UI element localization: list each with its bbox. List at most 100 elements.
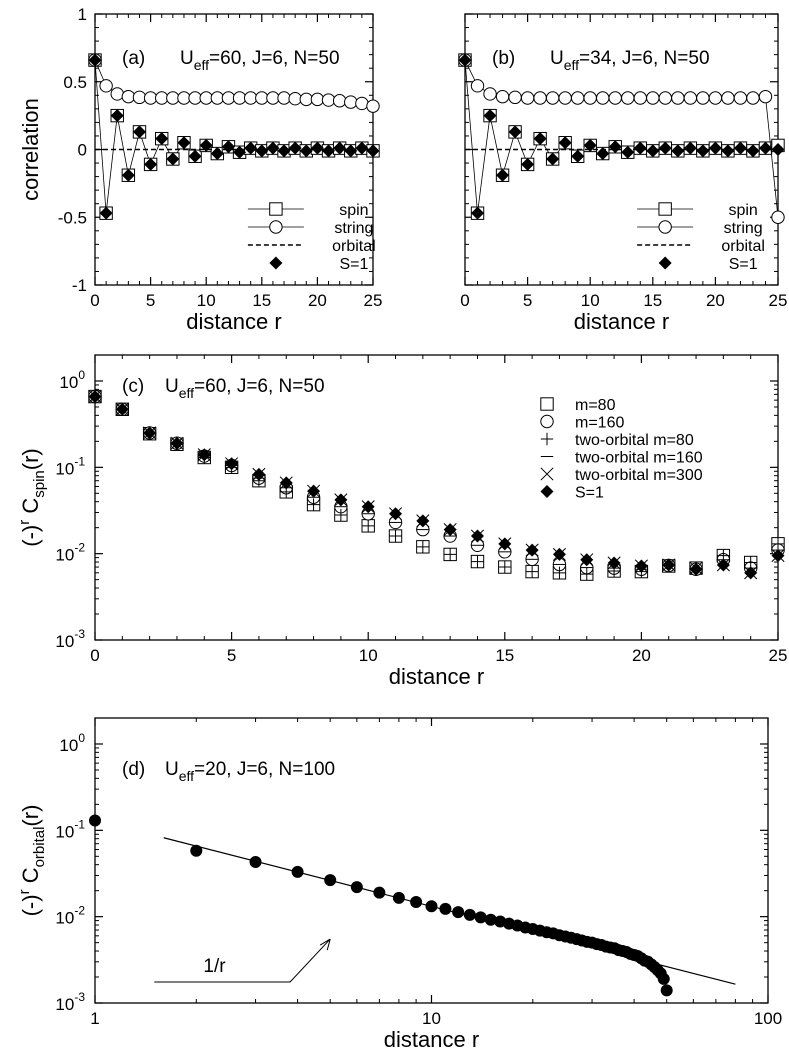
- data-point: [758, 141, 772, 155]
- data-point: [758, 89, 773, 104]
- data-point: [190, 844, 203, 857]
- data-point: [471, 555, 484, 568]
- data-point: [657, 972, 670, 985]
- data-point: [410, 895, 423, 908]
- legend-marker: [540, 397, 554, 411]
- data-point: [607, 556, 621, 570]
- data-point: [484, 913, 497, 926]
- data-point: [99, 206, 113, 220]
- data-point: [733, 91, 748, 105]
- data-point: [771, 210, 785, 224]
- legend-label: m=160: [575, 415, 624, 432]
- data-point: [232, 91, 247, 105]
- data-point: [443, 548, 457, 561]
- y-axis-label: (-)r Cspin(r): [16, 448, 48, 547]
- panel-params: Ueff=60, J=6, N=50: [165, 376, 325, 401]
- y-tick-label: 10-3: [55, 627, 85, 651]
- data-point: [132, 90, 147, 105]
- data-point: [110, 87, 124, 101]
- data-point: [558, 136, 572, 150]
- legend-label: S=1: [729, 256, 758, 273]
- data-point: [177, 136, 191, 150]
- data-point: [660, 984, 673, 997]
- x-tick-label: 100: [754, 1009, 782, 1028]
- legend-label: spin: [339, 202, 368, 219]
- data-point: [583, 138, 597, 152]
- data-point: [277, 144, 291, 158]
- legend-marker: [540, 414, 554, 429]
- legend-label: S=1: [339, 256, 368, 273]
- series-two-orbital-m-300: [88, 390, 785, 580]
- data-point: [596, 91, 610, 105]
- data-point: [545, 91, 560, 105]
- x-tick-label: 25: [364, 291, 383, 310]
- data-point: [143, 426, 157, 440]
- data-point: [771, 537, 785, 551]
- data-point: [658, 91, 673, 105]
- data-point: [744, 566, 758, 580]
- legend-marker: [540, 467, 554, 481]
- data-point: [307, 484, 321, 498]
- data-point: [392, 891, 405, 904]
- y-tick-label: 10-2: [55, 904, 85, 928]
- legend-marker: [269, 256, 283, 270]
- legend-marker: [658, 220, 672, 234]
- data-point: [155, 91, 169, 105]
- data-point: [608, 140, 622, 154]
- x-tick-label: 20: [632, 646, 651, 665]
- x-tick-label: 10: [422, 1009, 441, 1028]
- data-point: [721, 91, 735, 105]
- data-point: [99, 79, 113, 93]
- legend-label: orbital: [721, 238, 765, 255]
- data-point: [344, 95, 358, 109]
- data-point: [621, 145, 635, 159]
- annotation-1-over-r: 1/r: [154, 938, 331, 983]
- data-point: [307, 498, 320, 511]
- legend-label: two-orbital m=80: [575, 432, 694, 449]
- data-point: [470, 529, 484, 543]
- data-point: [155, 132, 169, 146]
- legend-label: two-orbital m=160: [575, 450, 703, 467]
- legend-marker: [269, 202, 283, 216]
- data-point: [474, 911, 487, 924]
- data-point: [197, 448, 211, 462]
- x-axis-label: distance r: [186, 309, 281, 334]
- data-point: [291, 865, 304, 878]
- data-point: [439, 902, 452, 915]
- data-point: [350, 881, 363, 894]
- data-point: [508, 125, 522, 139]
- data-point: [771, 549, 785, 563]
- data-point: [520, 91, 535, 105]
- legend-label: orbital: [332, 238, 376, 255]
- chart-panel-b: 0 5 10 15 20 25 distance r (b) Ueff=34, J=6, N=5…: [458, 13, 787, 334]
- x-tick-label: 15: [252, 291, 271, 310]
- data-point: [416, 540, 430, 554]
- data-point: [299, 92, 313, 107]
- chart-panel-c: 0 5 10 15 20 25 10-3 10-2 10-1 100 distance r (-)r …: [16, 354, 787, 689]
- data-point: [288, 91, 302, 106]
- y-tick-label: 10-3: [55, 990, 85, 1014]
- panel-label: (a): [122, 48, 145, 69]
- panel-params: Ueff=20, J=6, N=100: [165, 759, 335, 784]
- y-tick-label: -0.5: [58, 208, 87, 227]
- x-tick-label: 0: [90, 646, 99, 665]
- y-tick-label: 10-2: [55, 541, 85, 565]
- data-point: [646, 91, 660, 105]
- data-point: [255, 91, 269, 105]
- data-point: [570, 91, 585, 105]
- data-point: [334, 508, 348, 522]
- data-point: [733, 141, 747, 155]
- x-tick-label: 15: [643, 291, 662, 310]
- data-point: [110, 109, 124, 123]
- data-point: [322, 144, 336, 158]
- data-point: [334, 493, 348, 507]
- annotation-label: 1/r: [203, 956, 226, 977]
- y-tick-label: 0: [78, 141, 87, 160]
- data-point: [144, 157, 158, 171]
- series-spin: [458, 53, 785, 220]
- data-point: [483, 109, 497, 123]
- data-point: [355, 141, 369, 155]
